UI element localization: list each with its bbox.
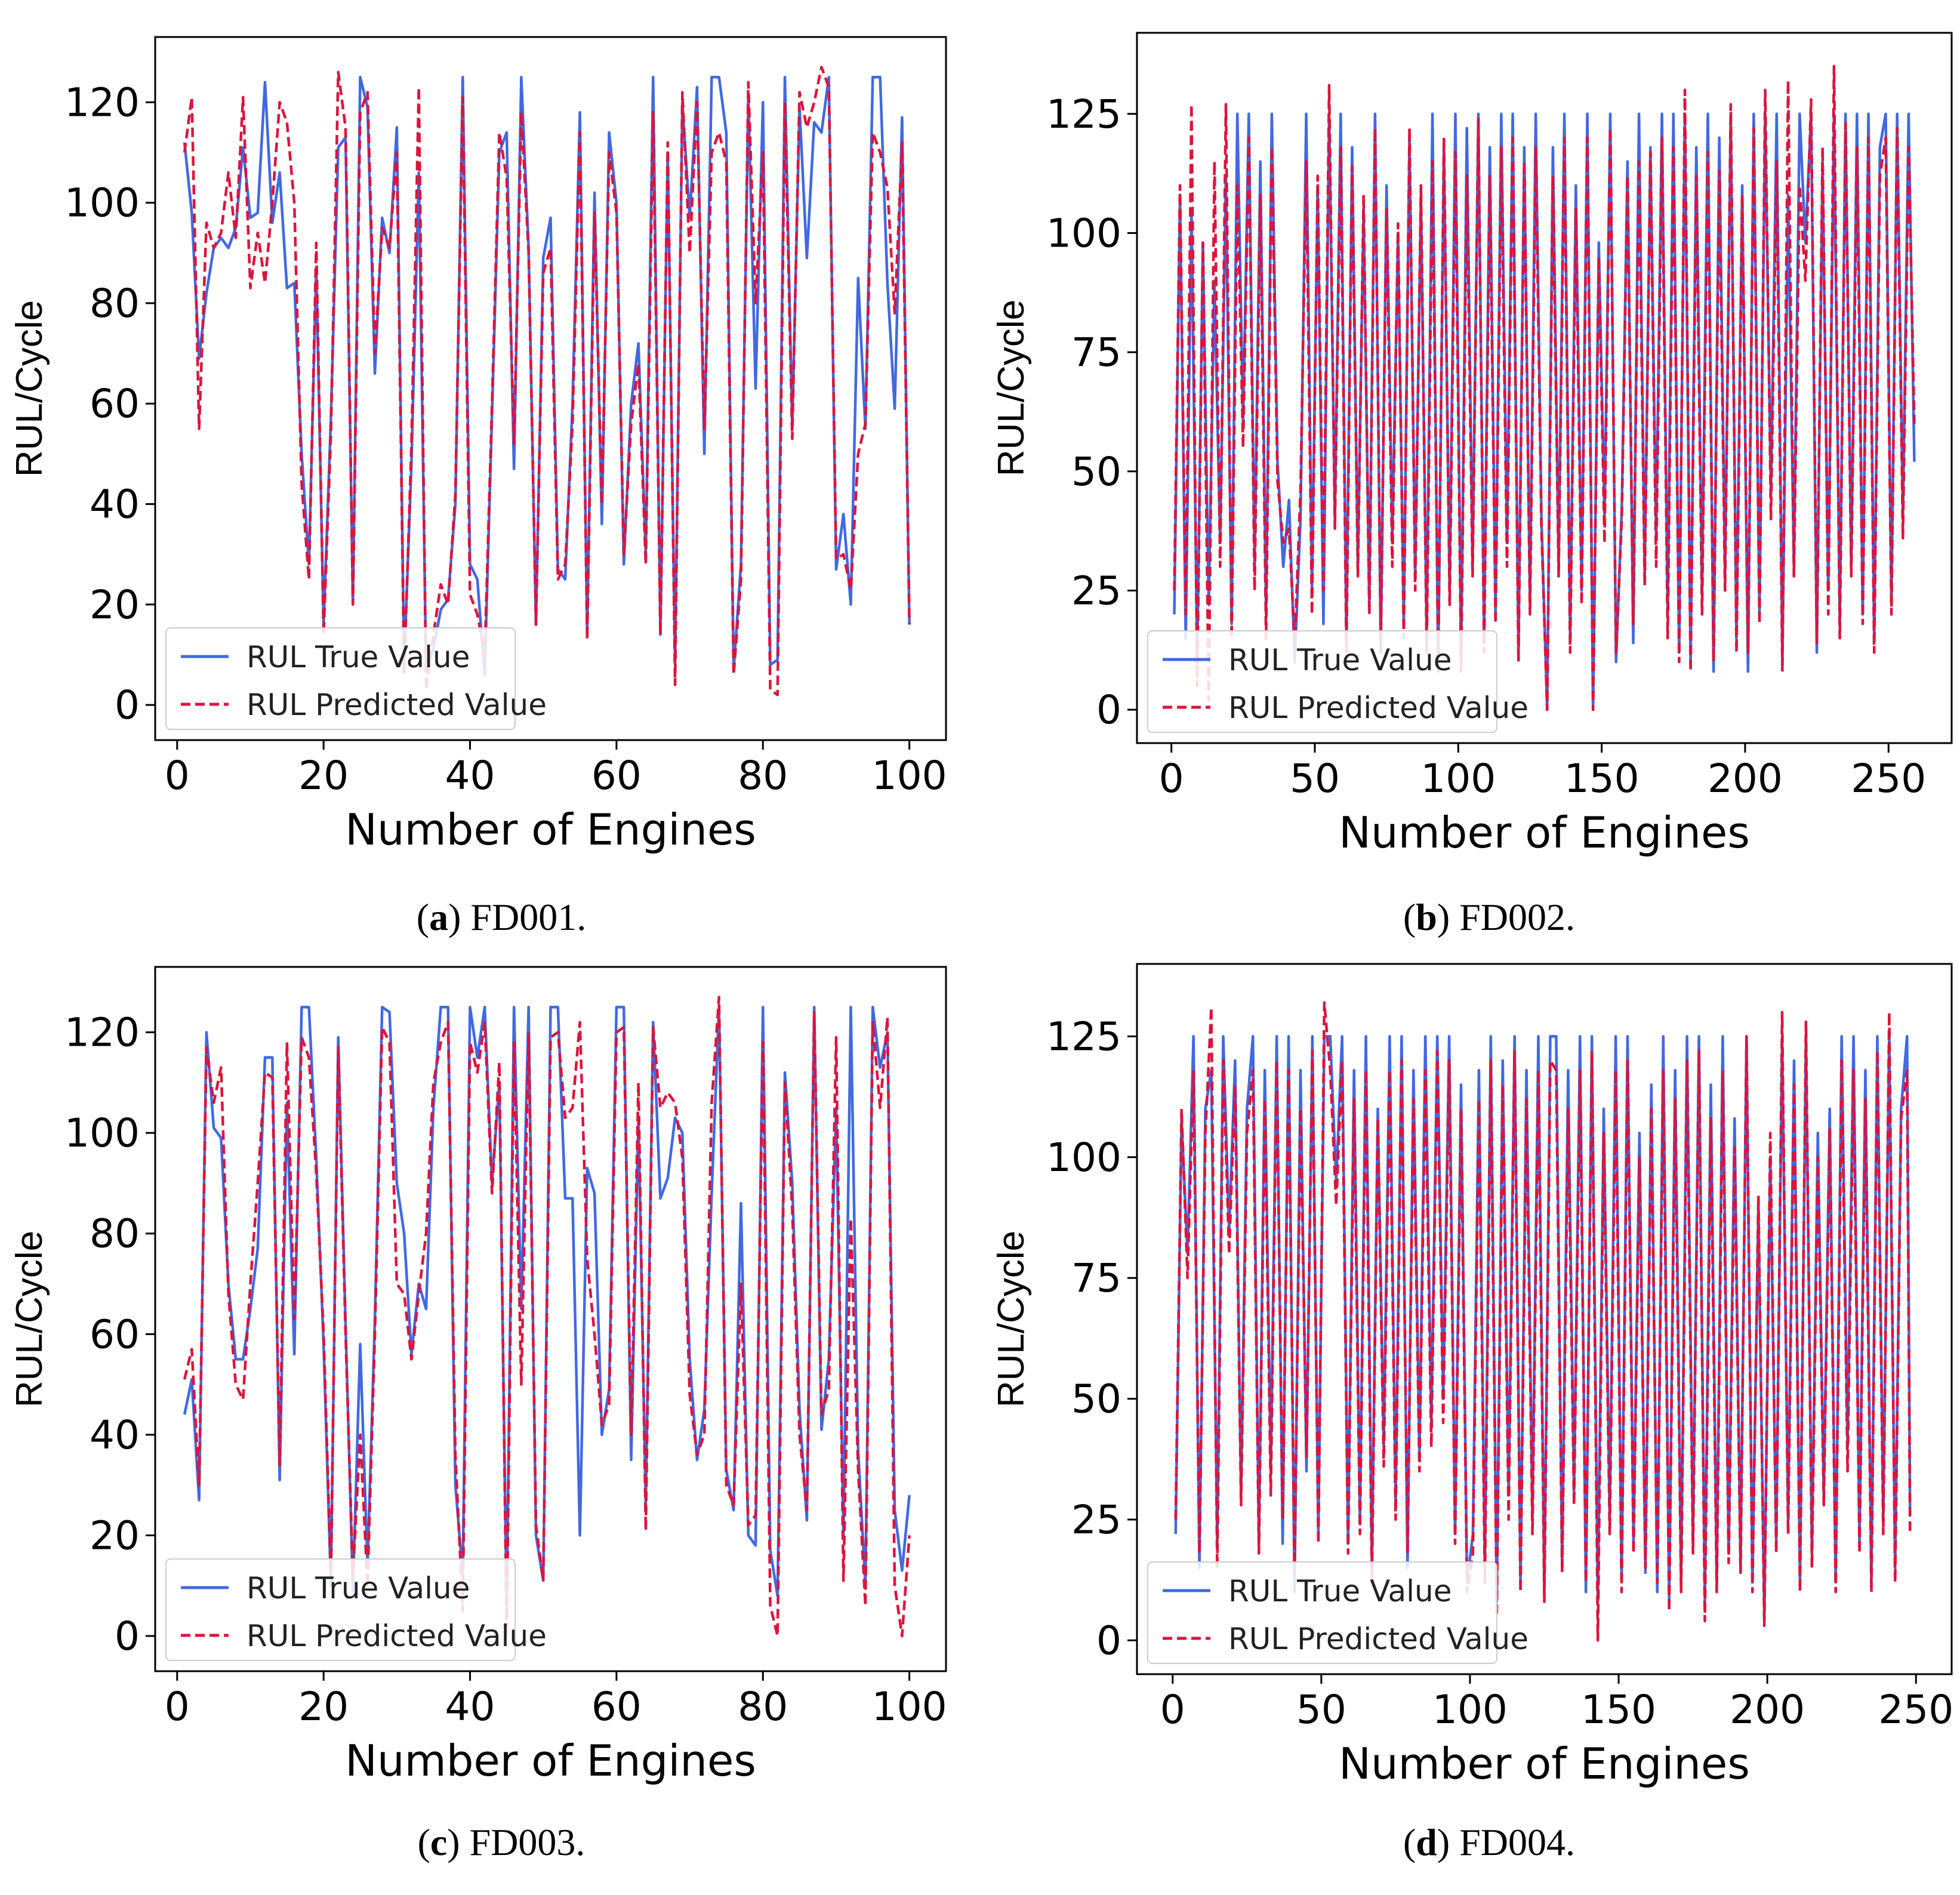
- x-tick-label: 200: [1730, 1687, 1805, 1733]
- legend-box: [165, 627, 516, 730]
- legend-c: RUL True Value RUL Predicted Value: [165, 1558, 547, 1661]
- x-axis-label: Number of Engines: [1339, 1739, 1750, 1789]
- legend-box: [1147, 630, 1497, 733]
- y-tick-label: 20: [90, 1512, 140, 1558]
- y-tick-label: 80: [90, 1211, 140, 1257]
- x-axis-label: Number of Engines: [345, 805, 756, 855]
- caption-c: (c) FD003.: [417, 1821, 585, 1863]
- x-axis-label: Number of Engines: [345, 1736, 756, 1786]
- x-tick-label: 100: [1420, 756, 1496, 802]
- series-predicted-line-b: [1173, 64, 1916, 711]
- legend-label: RUL Predicted Value: [1228, 1622, 1528, 1656]
- y-tick-label: 0: [115, 1613, 140, 1659]
- y-tick-label: 75: [1071, 329, 1121, 375]
- legend-label: RUL True Value: [1228, 643, 1452, 677]
- y-axis-label: RUL/Cycle: [9, 300, 50, 477]
- x-tick-label: 60: [591, 753, 642, 799]
- x-tick-label: 20: [298, 753, 349, 799]
- y-tick-label: 40: [90, 482, 140, 528]
- x-tick-label: 100: [872, 1684, 947, 1730]
- legend-label: RUL Predicted Value: [1228, 691, 1528, 725]
- x-tick-label: 50: [1296, 1687, 1346, 1733]
- legend-b: RUL True Value RUL Predicted Value: [1147, 630, 1528, 733]
- x-tick-label: 40: [445, 753, 495, 799]
- x-tick-label: 250: [1851, 756, 1926, 802]
- x-tick-label: 0: [165, 1684, 190, 1730]
- y-tick-label: 100: [64, 180, 140, 226]
- y-tick-label: 75: [1071, 1255, 1121, 1301]
- series-predicted-line-a: [183, 66, 911, 697]
- legend-label: RUL True Value: [246, 640, 470, 674]
- legend-box: [165, 1558, 516, 1661]
- caption-a: (a) FD001.: [416, 896, 587, 938]
- x-tick-label: 250: [1878, 1687, 1953, 1733]
- y-axis-label: RUL/Cycle: [991, 300, 1032, 476]
- y-tick-label: 25: [1071, 568, 1121, 614]
- y-axis-label: RUL/Cycle: [991, 1231, 1032, 1407]
- y-tick-label: 100: [1046, 1135, 1121, 1181]
- chart-panel-c: 0 20 40 60 80 100 0 20 40 60 80 100 120 Number of Eng…: [9, 966, 947, 1786]
- y-tick-label: 125: [1046, 91, 1121, 137]
- y-tick-label: 60: [90, 1311, 140, 1357]
- x-tick-label: 40: [445, 1684, 495, 1730]
- x-tick-label: 60: [591, 1684, 642, 1730]
- y-tick-label: 100: [1046, 210, 1121, 256]
- y-tick-label: 100: [64, 1110, 140, 1156]
- x-tick-label: 150: [1581, 1687, 1656, 1733]
- x-tick-label: 20: [298, 1684, 349, 1730]
- y-tick-label: 0: [115, 682, 140, 728]
- legend-d: RUL True Value RUL Predicted Value: [1147, 1561, 1528, 1664]
- series-predicted-line-c: [183, 996, 911, 1638]
- caption-b: (b) FD002.: [1403, 896, 1576, 938]
- series-true-line-a: [183, 76, 911, 676]
- y-tick-label: 40: [90, 1412, 140, 1458]
- x-tick-label: 80: [738, 1684, 788, 1730]
- y-axis-label: RUL/Cycle: [9, 1231, 50, 1407]
- chart-panel-b: 0 50 100 150 200 250 0 25 50 75 100 125 Number of En…: [991, 32, 1953, 858]
- y-tick-label: 25: [1071, 1497, 1121, 1543]
- y-tick-label: 125: [1046, 1013, 1121, 1059]
- y-tick-label: 20: [90, 582, 140, 628]
- x-tick-label: 0: [165, 753, 190, 799]
- caption-d: (d) FD004.: [1403, 1821, 1576, 1863]
- legend-label: RUL Predicted Value: [246, 688, 547, 722]
- x-tick-label: 0: [1160, 1687, 1185, 1733]
- legend-box: [1147, 1561, 1497, 1664]
- plot-frame-d: [1136, 963, 1953, 1675]
- series-predicted-line-d: [1174, 1001, 1912, 1642]
- y-tick-label: 120: [64, 79, 140, 125]
- y-tick-label: 60: [90, 381, 140, 427]
- x-tick-label: 200: [1708, 756, 1783, 802]
- y-tick-label: 50: [1071, 449, 1121, 495]
- x-tick-label: 100: [1432, 1687, 1508, 1733]
- x-tick-label: 50: [1290, 756, 1340, 802]
- x-tick-label: 0: [1159, 756, 1184, 802]
- chart-panel-d: 0 50 100 150 200 250 0 25 50 75 100 125 Number of En…: [991, 963, 1953, 1789]
- y-tick-label: 0: [1096, 1617, 1121, 1663]
- legend-label: RUL True Value: [246, 1571, 470, 1606]
- y-tick-label: 50: [1071, 1376, 1121, 1422]
- y-tick-label: 120: [64, 1010, 140, 1056]
- legend-label: RUL Predicted Value: [246, 1619, 547, 1653]
- x-tick-label: 100: [872, 753, 947, 799]
- plot-frame-c: [154, 966, 947, 1672]
- x-axis-label: Number of Engines: [1339, 808, 1750, 858]
- x-tick-label: 80: [738, 753, 788, 799]
- legend-label: RUL True Value: [1228, 1574, 1452, 1609]
- plot-frame-b: [1136, 32, 1953, 744]
- y-tick-label: 0: [1096, 687, 1121, 733]
- plot-frame-a: [154, 36, 947, 741]
- x-tick-label: 150: [1564, 756, 1640, 802]
- legend-a: RUL True Value RUL Predicted Value: [165, 627, 547, 730]
- y-tick-label: 80: [90, 281, 140, 326]
- chart-panel-a: 0 20 40 60 80 100 0 20 40 60 80 100 120 Number of Eng…: [9, 36, 947, 855]
